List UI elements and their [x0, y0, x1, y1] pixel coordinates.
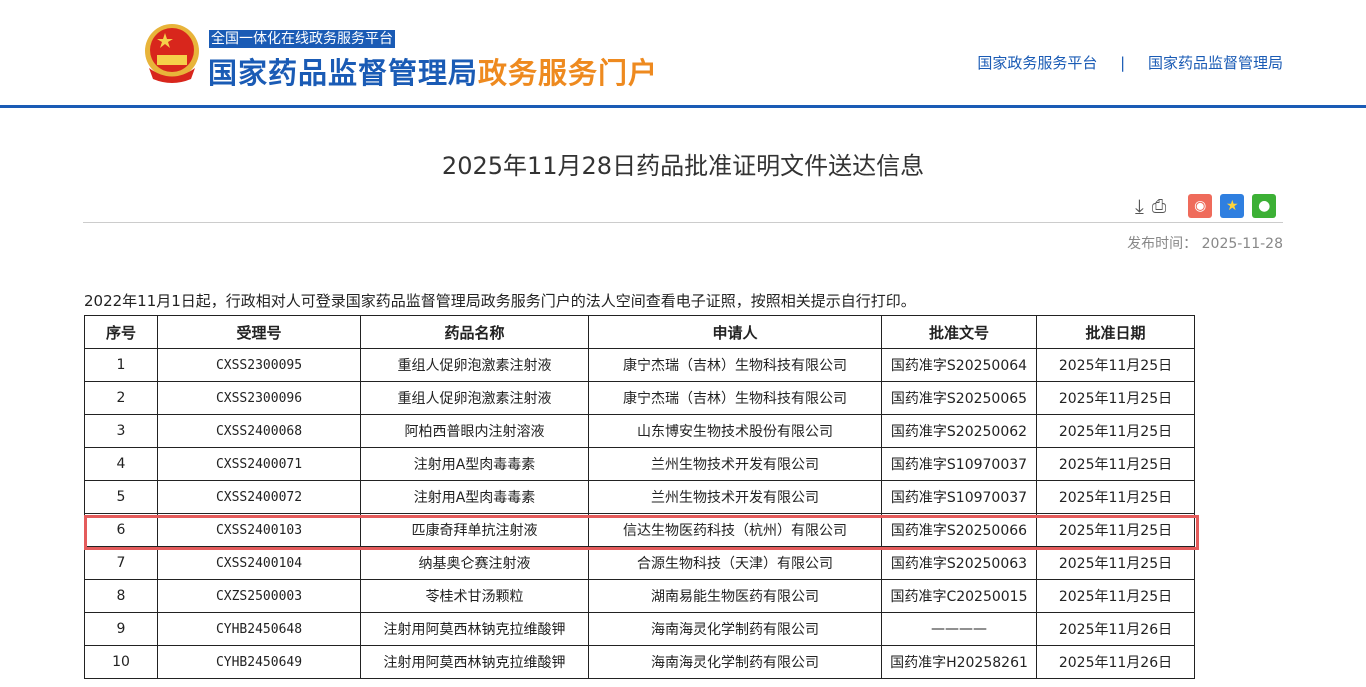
toolbar: ⤓ ⎙ ◉ ★ ●: [1135, 194, 1277, 218]
table-cell: 8: [84, 579, 158, 613]
table-cell: CXSS2400103: [157, 513, 361, 547]
table-cell: 注射用阿莫西林钠克拉维酸钾: [360, 612, 589, 646]
table-cell: 3: [84, 414, 158, 448]
table-cell: 康宁杰瑞（吉林）生物科技有限公司: [588, 381, 882, 415]
logo-main-text: 国家药品监督管理局: [208, 56, 479, 90]
table-cell: 9: [84, 612, 158, 646]
table-cell: 海南海灵化学制药有限公司: [588, 612, 882, 646]
table-row: 1 CXSS2300095 重组人促卵泡激素注射液 康宁杰瑞（吉林）生物科技有限公司国…: [84, 348, 1195, 382]
table-cell: 2025年11月25日: [1036, 381, 1195, 415]
table-cell: 湖南易能生物医药有限公司: [588, 579, 882, 613]
print-icon[interactable]: ⎙: [1151, 195, 1167, 217]
table-cell: 国药准字S20250066: [881, 513, 1037, 547]
table-cell: 2025年11月25日: [1036, 414, 1195, 448]
publish-date: 发布时间： 2025-11-28: [1127, 233, 1283, 253]
table-cell: 海南海灵化学制药有限公司: [588, 645, 882, 679]
publish-label: 发布时间：: [1127, 236, 1198, 252]
table-cell: 匹康奇拜单抗注射液: [360, 513, 589, 547]
table-row: 2 CXSS2300096 重组人促卵泡激素注射液 康宁杰瑞（吉林）生物科技有限公司国…: [84, 381, 1195, 415]
table-cell: 山东博安生物技术股份有限公司: [588, 414, 882, 448]
top-links: 国家政务服务平台 | 国家药品监督管理局: [963, 52, 1283, 73]
table-cell: 兰州生物技术开发有限公司: [588, 447, 882, 481]
table-cell: 2025年11月25日: [1036, 579, 1195, 613]
divider: [83, 222, 1283, 223]
page-title: 2025年11月28日药品批准证明文件送达信息: [441, 152, 925, 180]
table-cell: 国药准字S20250062: [881, 414, 1037, 448]
table-cell: 2025年11月25日: [1036, 348, 1195, 382]
table-cell: CXSS2300095: [157, 348, 361, 382]
table-cell: 阿柏西普眼内注射溶液: [360, 414, 589, 448]
table-cell: 2025年11月25日: [1036, 480, 1195, 514]
table-cell: CXSS2400071: [157, 447, 361, 481]
table-cell: 注射用A型肉毒毒素: [360, 480, 589, 514]
column-header: 申请人: [588, 315, 882, 349]
table-row: 3 CXSS2400068 阿柏西普眼内注射溶液 山东博安生物技术股份有限公司 国药准字…: [84, 414, 1195, 448]
table-cell: CXSS2300096: [157, 381, 361, 415]
wechat-share-icon[interactable]: ●: [1252, 194, 1277, 218]
table-cell: 2025年11月26日: [1036, 645, 1195, 679]
column-header: 批准日期: [1036, 315, 1195, 349]
table-cell: 信达生物医药科技（杭州）有限公司: [588, 513, 882, 547]
logo-accent-text: 政务服务门户: [478, 56, 659, 90]
column-header: 序号: [84, 315, 158, 349]
table-row: 9 CYHB2450648 注射用阿莫西林钠克拉维酸钾 海南海灵化学制药有限公司 ———…: [84, 612, 1195, 646]
table-cell: 7: [84, 546, 158, 580]
download-icon[interactable]: ⤓: [1135, 194, 1144, 218]
table-cell: 1: [84, 348, 158, 382]
table-cell: 国药准字S10970037: [881, 447, 1037, 481]
site-logo[interactable]: 国家药品监督管理局政务服务门户: [208, 50, 658, 92]
table-cell: 2025年11月25日: [1036, 546, 1195, 580]
table-cell: CXSS2400072: [157, 480, 361, 514]
table-cell: CYHB2450649: [157, 645, 361, 679]
table-cell: 国药准字S20250065: [881, 381, 1037, 415]
platform-label: 全国一体化在线政务服务平台: [209, 30, 395, 48]
table-cell: 6: [84, 513, 158, 547]
table-cell: 合源生物科技（天津）有限公司: [588, 546, 882, 580]
table-cell: ————: [881, 612, 1037, 646]
publish-date-value: 2025-11-28: [1201, 236, 1283, 252]
table-cell: 2025年11月25日: [1036, 447, 1195, 481]
table-row: 5 CXSS2400072 注射用A型肉毒毒素 兰州生物技术开发有限公司 国药准字S10…: [84, 480, 1195, 514]
table-cell: 10: [84, 645, 158, 679]
table-cell: 4: [84, 447, 158, 481]
table-cell: CYHB2450648: [157, 612, 361, 646]
separator: |: [1120, 54, 1126, 72]
link-nmpa[interactable]: 国家药品监督管理局: [1147, 54, 1283, 72]
column-header: 药品名称: [360, 315, 589, 349]
table-cell: 2025年11月25日: [1036, 513, 1195, 547]
link-gov-platform[interactable]: 国家政务服务平台: [977, 54, 1098, 72]
table-row: 8 CXZS2500003 苓桂术甘汤颗粒 湖南易能生物医药有限公司 国药准字C2025…: [84, 579, 1195, 613]
table-cell: 注射用阿莫西林钠克拉维酸钾: [360, 645, 589, 679]
table-cell: 兰州生物技术开发有限公司: [588, 480, 882, 514]
table-cell: 康宁杰瑞（吉林）生物科技有限公司: [588, 348, 882, 382]
table-cell: 国药准字S20250064: [881, 348, 1037, 382]
table-cell: 国药准字S20250063: [881, 546, 1037, 580]
national-emblem-icon: [145, 24, 199, 83]
table-row: 4 CXSS2400071 注射用A型肉毒毒素 兰州生物技术开发有限公司 国药准字S10…: [84, 447, 1195, 481]
table-row: 10 CYHB2450649 注射用阿莫西林钠克拉维酸钾 海南海灵化学制药有限公司 国药…: [84, 645, 1195, 679]
weibo-share-icon[interactable]: ◉: [1188, 194, 1213, 218]
table-row: 7 CXSS2400104 纳基奥仑赛注射液 合源生物科技（天津）有限公司 国药准字S2…: [84, 546, 1195, 580]
table-cell: 国药准字C20250015: [881, 579, 1037, 613]
column-header: 批准文号: [881, 315, 1037, 349]
table-row: 6 CXSS2400103 匹康奇拜单抗注射液 信达生物医药科技（杭州）有限公司 国药准…: [84, 513, 1195, 547]
table-cell: 苓桂术甘汤颗粒: [360, 579, 589, 613]
table-cell: 纳基奥仑赛注射液: [360, 546, 589, 580]
table-cell: 注射用A型肉毒毒素: [360, 447, 589, 481]
approval-table: 序号 受理号 药品名称 申请人 批准文号 批准日期 1 CXSS2300095 重组人促卵泡激…: [84, 315, 1195, 679]
table-cell: 国药准字H20258261: [881, 645, 1037, 679]
table-cell: 重组人促卵泡激素注射液: [360, 381, 589, 415]
table-cell: 2025年11月26日: [1036, 612, 1195, 646]
table-cell: CXSS2400104: [157, 546, 361, 580]
table-cell: 国药准字S10970037: [881, 480, 1037, 514]
notice-text: 2022年11月1日起，行政相对人可登录国家药品监督管理局政务服务门户的法人空间…: [84, 292, 916, 310]
site-header: 全国一体化在线政务服务平台 国家药品监督管理局政务服务门户 国家政务服务平台 |…: [0, 0, 1366, 108]
column-header: 受理号: [157, 315, 361, 349]
table-cell: 2: [84, 381, 158, 415]
qzone-share-icon[interactable]: ★: [1220, 194, 1245, 218]
table-cell: CXZS2500003: [157, 579, 361, 613]
table-cell: 重组人促卵泡激素注射液: [360, 348, 589, 382]
table-cell: 5: [84, 480, 158, 514]
table-cell: CXSS2400068: [157, 414, 361, 448]
